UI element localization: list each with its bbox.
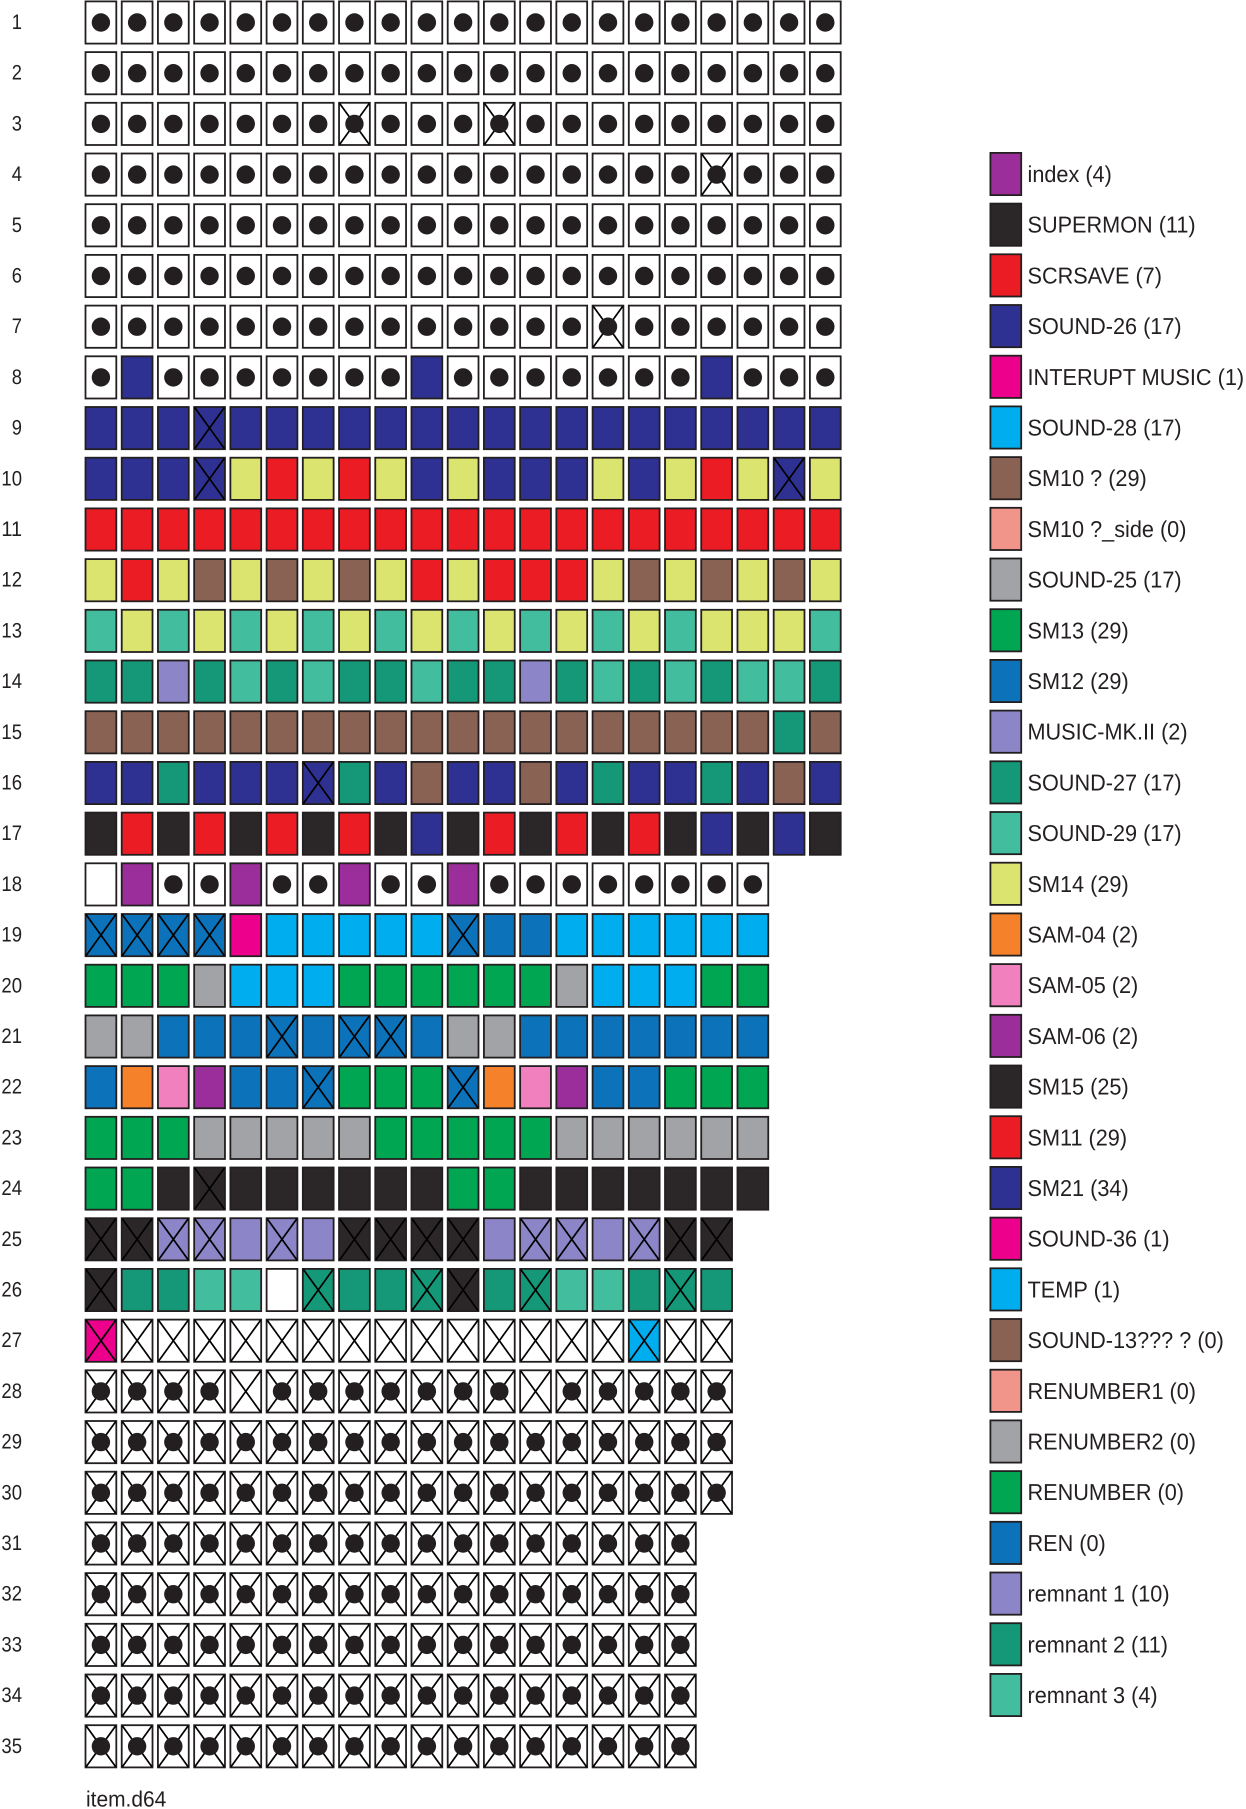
svg-text:RENUMBER1 (0): RENUMBER1 (0) [1028, 1378, 1197, 1404]
svg-text:SM10 ?_side (0): SM10 ?_side (0) [1028, 516, 1187, 542]
svg-text:15: 15 [1, 721, 22, 744]
svg-text:9: 9 [12, 417, 22, 440]
svg-text:SAM-05 (2): SAM-05 (2) [1028, 972, 1139, 998]
svg-text:34: 34 [1, 1684, 22, 1707]
svg-text:30: 30 [1, 1481, 22, 1504]
svg-text:24: 24 [1, 1177, 22, 1200]
svg-text:21: 21 [1, 1025, 22, 1048]
svg-text:3: 3 [12, 112, 22, 135]
svg-text:SOUND-27 (17): SOUND-27 (17) [1028, 769, 1182, 795]
svg-text:SAM-04 (2): SAM-04 (2) [1028, 922, 1139, 948]
svg-text:SCRSAVE (7): SCRSAVE (7) [1028, 262, 1162, 288]
svg-text:RENUMBER (0): RENUMBER (0) [1028, 1479, 1184, 1505]
svg-text:SM15 (25): SM15 (25) [1028, 1074, 1129, 1100]
svg-text:SM11 (29): SM11 (29) [1028, 1124, 1128, 1150]
svg-text:8: 8 [12, 366, 22, 389]
svg-text:20: 20 [1, 974, 22, 997]
svg-text:SOUND-13??? ? (0): SOUND-13??? ? (0) [1028, 1327, 1224, 1353]
svg-text:SOUND-29 (17): SOUND-29 (17) [1028, 820, 1182, 846]
svg-text:10: 10 [1, 467, 22, 490]
svg-text:12: 12 [1, 569, 22, 592]
svg-text:26: 26 [1, 1279, 22, 1302]
svg-text:index (4): index (4) [1028, 161, 1112, 187]
svg-text:INTERUPT MUSIC (1): INTERUPT MUSIC (1) [1028, 364, 1245, 390]
svg-text:SAM-06 (2): SAM-06 (2) [1028, 1023, 1139, 1049]
svg-text:SM13 (29): SM13 (29) [1028, 617, 1129, 643]
svg-text:remnant 1 (10): remnant 1 (10) [1028, 1581, 1170, 1607]
svg-text:TEMP (1): TEMP (1) [1028, 1276, 1121, 1302]
svg-text:31: 31 [1, 1532, 22, 1555]
svg-text:SOUND-28 (17): SOUND-28 (17) [1028, 415, 1182, 441]
svg-text:22: 22 [1, 1076, 22, 1099]
svg-text:14: 14 [1, 670, 22, 693]
svg-text:29: 29 [1, 1431, 22, 1454]
svg-text:SOUND-36 (1): SOUND-36 (1) [1028, 1226, 1170, 1252]
svg-text:6: 6 [12, 265, 22, 288]
svg-text:28: 28 [1, 1380, 22, 1403]
svg-text:SM14 (29): SM14 (29) [1028, 871, 1129, 897]
svg-text:32: 32 [1, 1583, 22, 1606]
svg-text:19: 19 [1, 924, 22, 947]
svg-text:remnant 3 (4): remnant 3 (4) [1028, 1682, 1158, 1708]
svg-text:REN (0): REN (0) [1028, 1530, 1106, 1556]
svg-text:SOUND-25 (17): SOUND-25 (17) [1028, 567, 1182, 593]
svg-text:4: 4 [12, 163, 22, 186]
svg-text:18: 18 [1, 873, 22, 896]
svg-text:SM12 (29): SM12 (29) [1028, 668, 1129, 694]
svg-text:SUPERMON (11): SUPERMON (11) [1028, 212, 1196, 238]
svg-text:35: 35 [1, 1735, 22, 1758]
svg-text:5: 5 [12, 214, 22, 237]
svg-text:27: 27 [1, 1329, 22, 1352]
svg-text:11: 11 [1, 518, 22, 541]
svg-text:SM10 ? (29): SM10 ? (29) [1028, 465, 1147, 491]
svg-text:remnant 2 (11): remnant 2 (11) [1028, 1631, 1168, 1657]
svg-text:25: 25 [1, 1228, 22, 1251]
svg-text:23: 23 [1, 1126, 22, 1149]
svg-text:1: 1 [12, 11, 22, 34]
svg-text:17: 17 [1, 822, 22, 845]
svg-text:16: 16 [1, 772, 22, 795]
svg-text:33: 33 [1, 1633, 22, 1656]
svg-text:SOUND-26 (17): SOUND-26 (17) [1028, 313, 1182, 339]
svg-text:MUSIC-MK.II (2): MUSIC-MK.II (2) [1028, 719, 1188, 745]
svg-text:13: 13 [1, 619, 22, 642]
svg-text:2: 2 [12, 62, 22, 85]
svg-text:RENUMBER2 (0): RENUMBER2 (0) [1028, 1429, 1197, 1455]
svg-text:SM21 (34): SM21 (34) [1028, 1175, 1129, 1201]
svg-text:7: 7 [12, 315, 22, 338]
svg-text:item.d64: item.d64 [86, 1787, 166, 1809]
